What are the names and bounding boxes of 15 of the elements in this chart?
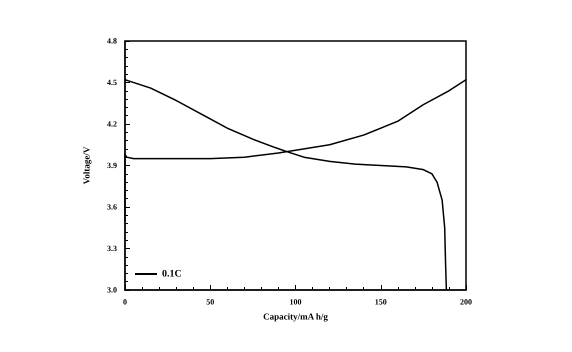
x-tick-label: 100: [290, 298, 302, 306]
y-tick-label: 4.8: [107, 36, 117, 46]
x-tick-label: 50: [206, 298, 214, 306]
y-tick-label: 3.0: [107, 286, 117, 294]
y-tick-label: 4.5: [107, 78, 117, 87]
y-axis-title: Voltage/V: [82, 146, 92, 184]
x-tick-label: 0: [123, 298, 127, 306]
x-tick-label: 150: [374, 298, 387, 306]
x-axis-title: Capacity/mA h/g: [263, 312, 328, 322]
y-tick-label: 3.9: [107, 161, 117, 170]
x-tick-label: 200: [460, 298, 472, 306]
y-tick-label: 4.2: [107, 120, 117, 128]
y-tick-label: 3.6: [107, 202, 117, 212]
y-tick-label: 3.3: [107, 244, 117, 253]
legend-label: 0.1C: [162, 268, 182, 280]
